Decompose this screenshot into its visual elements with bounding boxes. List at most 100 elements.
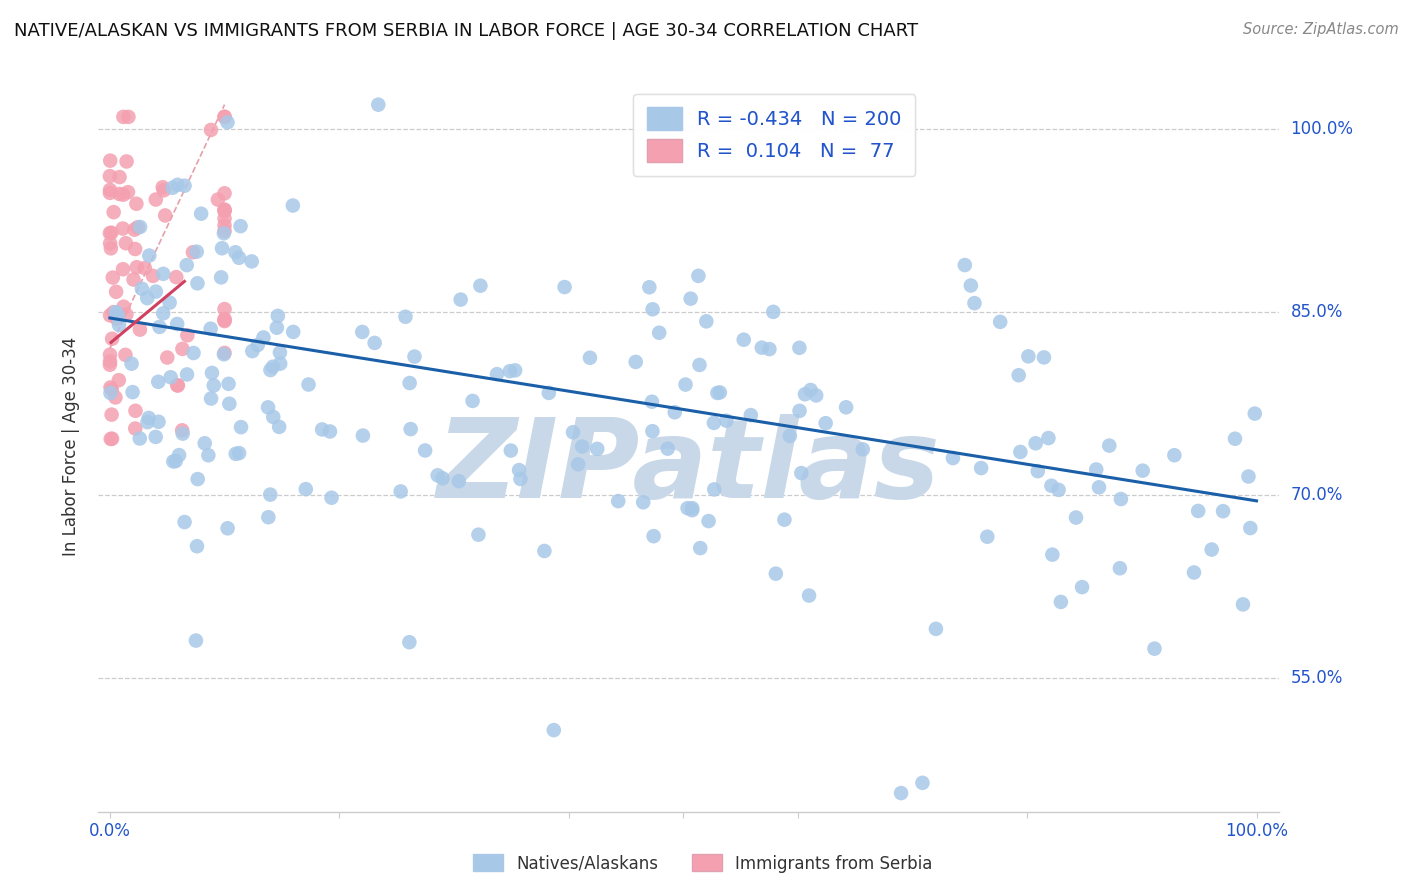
Point	[485, 367, 508, 381]
Point	[681, 503, 703, 517]
Point	[641, 424, 664, 438]
Point	[1182, 566, 1205, 580]
Point	[100, 226, 122, 240]
Point	[537, 385, 560, 400]
Point	[176, 368, 198, 382]
Point	[283, 325, 305, 339]
Point	[773, 513, 796, 527]
Text: ZIPatlas: ZIPatlas	[437, 415, 941, 522]
Point	[643, 529, 665, 543]
Point	[281, 198, 304, 212]
Point	[1038, 431, 1060, 445]
Point	[167, 448, 190, 462]
Point	[503, 363, 526, 377]
Point	[112, 187, 135, 202]
Point	[200, 321, 222, 335]
Point	[124, 242, 146, 256]
Point	[165, 270, 187, 285]
Point	[1088, 480, 1111, 494]
Point	[413, 443, 436, 458]
Point	[976, 530, 998, 544]
Point	[751, 341, 773, 355]
Point	[186, 539, 208, 553]
Point	[122, 272, 145, 286]
Point	[201, 366, 224, 380]
Point	[159, 370, 181, 384]
Point	[145, 193, 167, 207]
Point	[100, 408, 122, 422]
Point	[111, 262, 134, 277]
Point	[125, 260, 148, 275]
Point	[200, 392, 222, 406]
Point	[311, 422, 333, 436]
Point	[259, 487, 281, 501]
Point	[176, 258, 198, 272]
Point	[267, 309, 290, 323]
Point	[762, 305, 785, 319]
Point	[229, 219, 252, 234]
Point	[716, 414, 738, 428]
Point	[187, 472, 209, 486]
Point	[186, 244, 208, 259]
Point	[98, 358, 121, 372]
Point	[207, 193, 229, 207]
Point	[153, 183, 176, 197]
Point	[960, 278, 983, 293]
Point	[1017, 349, 1039, 363]
Point	[200, 123, 222, 137]
Point	[641, 394, 664, 409]
Point	[105, 305, 128, 319]
Point	[1108, 561, 1130, 575]
Point	[508, 463, 530, 477]
Point	[176, 328, 198, 343]
Point	[252, 330, 274, 344]
Point	[852, 442, 875, 457]
Point	[953, 258, 976, 272]
Point	[225, 447, 247, 461]
Point	[228, 251, 250, 265]
Point	[136, 291, 159, 305]
Point	[269, 345, 291, 359]
Point	[108, 186, 131, 201]
Point	[509, 472, 531, 486]
Point	[688, 268, 710, 283]
Point	[789, 341, 811, 355]
Point	[1239, 521, 1261, 535]
Point	[152, 180, 174, 194]
Point	[814, 416, 837, 430]
Point	[797, 589, 820, 603]
Point	[105, 311, 128, 326]
Point	[211, 241, 233, 255]
Point	[607, 494, 630, 508]
Point	[117, 110, 139, 124]
Point	[1047, 483, 1070, 497]
Point	[1187, 504, 1209, 518]
Point	[214, 346, 236, 360]
Point	[98, 186, 121, 200]
Point	[145, 430, 167, 444]
Point	[631, 495, 654, 509]
Point	[297, 377, 319, 392]
Point	[127, 220, 149, 235]
Point	[217, 521, 239, 535]
Point	[562, 425, 585, 440]
Point	[543, 723, 565, 738]
Point	[963, 296, 986, 310]
Point	[101, 270, 124, 285]
Point	[804, 388, 827, 402]
Point	[1143, 641, 1166, 656]
Point	[128, 432, 150, 446]
Point	[117, 185, 139, 199]
Point	[100, 432, 122, 446]
Point	[209, 270, 232, 285]
Point	[664, 405, 686, 419]
Point	[166, 317, 188, 331]
Point	[202, 378, 225, 392]
Point	[212, 347, 235, 361]
Point	[733, 333, 755, 347]
Point	[136, 415, 159, 429]
Point	[740, 408, 762, 422]
Point	[103, 305, 125, 319]
Point	[533, 544, 555, 558]
Point	[153, 209, 176, 223]
